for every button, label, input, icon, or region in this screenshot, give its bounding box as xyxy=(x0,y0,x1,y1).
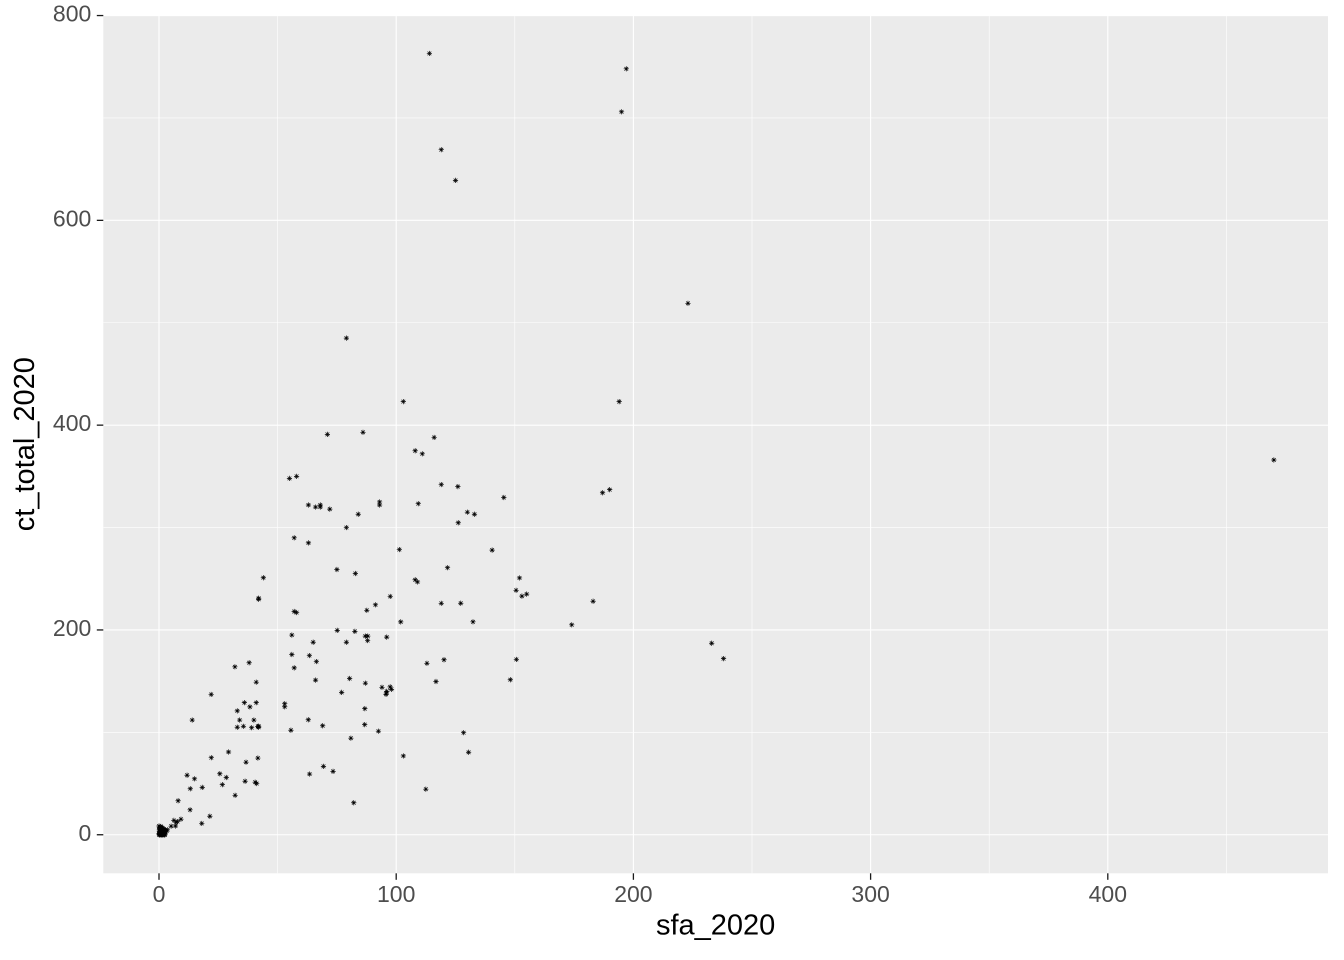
svg-text:400: 400 xyxy=(1089,881,1127,907)
svg-text:600: 600 xyxy=(53,205,91,231)
svg-text:400: 400 xyxy=(53,410,91,436)
svg-text:200: 200 xyxy=(614,881,652,907)
svg-text:sfa_2020: sfa_2020 xyxy=(656,909,775,941)
svg-text:ct_total_2020: ct_total_2020 xyxy=(9,357,41,531)
svg-text:100: 100 xyxy=(377,881,415,907)
svg-text:0: 0 xyxy=(153,881,166,907)
svg-text:800: 800 xyxy=(53,1,91,27)
svg-text:200: 200 xyxy=(53,615,91,641)
svg-text:0: 0 xyxy=(79,820,92,846)
svg-text:300: 300 xyxy=(851,881,889,907)
